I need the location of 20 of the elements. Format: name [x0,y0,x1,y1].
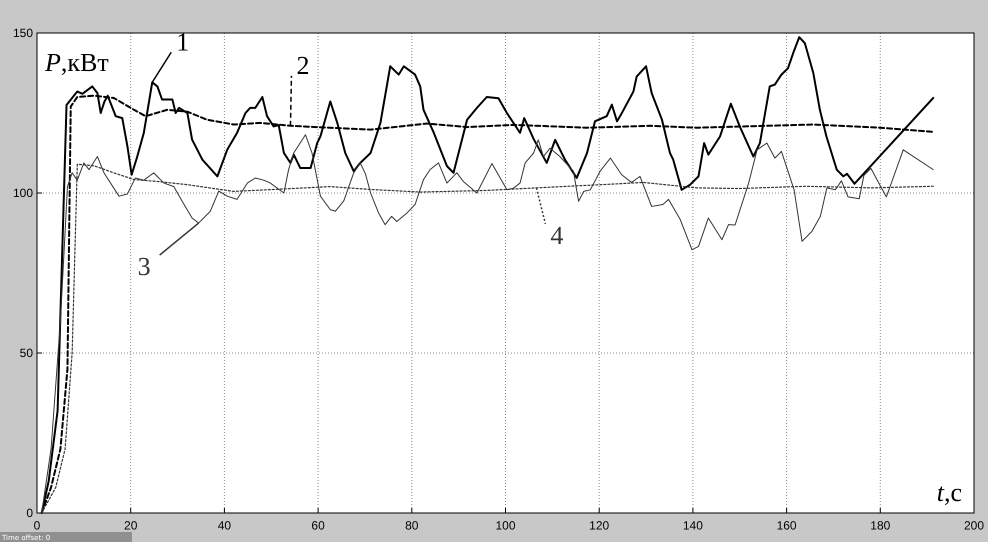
series-label: 2 [296,50,310,80]
y-tick-label: 150 [12,26,34,40]
y-tick-label: 0 [26,506,34,520]
y-tick-label: 50 [20,346,34,360]
x-tick-label: 140 [682,518,704,533]
y-tick-label: 100 [12,186,34,200]
x-tick-label: 160 [776,518,797,533]
x-tick-label: 60 [311,518,326,533]
x-tick-label: 120 [589,518,610,533]
x-tick-label: 40 [218,518,232,533]
text: 3 [138,252,151,282]
series-label: 1 [176,27,190,56]
x-axis-title: t,с [936,478,962,507]
x-tick-label: 100 [495,518,516,533]
x-tick-label: 80 [405,518,419,533]
x-tick-label: 180 [870,518,891,533]
x-tick-label: 200 [964,518,984,533]
y-axis-title: P,кВт [44,48,109,77]
x-tick-label: 20 [124,518,138,533]
legend-label: 4 [550,220,564,250]
